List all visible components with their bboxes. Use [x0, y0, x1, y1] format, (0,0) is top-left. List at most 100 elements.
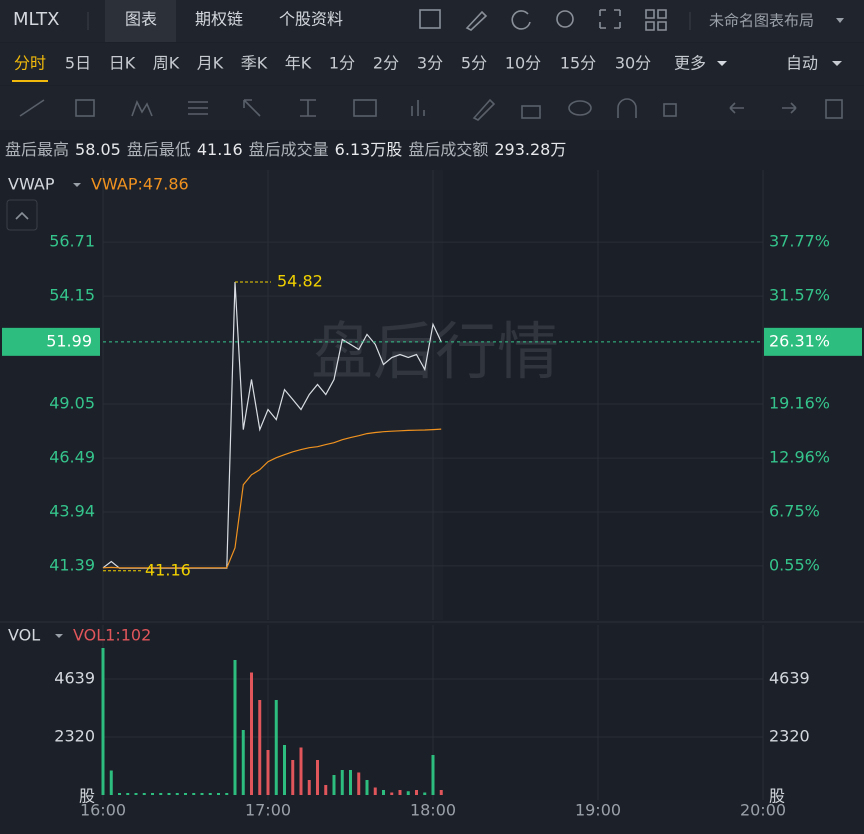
icon[interactable]: [465, 10, 488, 31]
x-tick-label: 17:00: [245, 801, 291, 820]
timeframe[interactable]: 日K: [109, 54, 136, 73]
tool-icon: [75, 99, 95, 117]
stat-value: 293.28万: [494, 140, 566, 159]
volume-bar: [299, 747, 303, 795]
volume-bar: [151, 793, 154, 795]
volume-bar: [101, 648, 105, 795]
stats-line: 盘后最高 58.05 盘后最低 41.16 盘后成交量 6.13万股 盘后成交额 293.28…: [5, 140, 566, 159]
icon[interactable]: [556, 10, 574, 28]
timeframe[interactable]: 1分: [329, 54, 355, 73]
low-label: 41.16: [145, 560, 191, 579]
legend-value: VWAP:47.86: [91, 175, 189, 194]
volume-bar: [250, 672, 253, 795]
timeframe[interactable]: 30分: [615, 54, 651, 73]
tool-icon: [825, 99, 843, 119]
tool-icon: [521, 105, 541, 119]
active-underline: [12, 80, 48, 82]
tool-icon: [729, 102, 744, 114]
y2-tick-label: 6.75%: [769, 502, 820, 521]
volume-bar: [439, 790, 443, 795]
y2-tick-label: 0.55%: [769, 555, 820, 574]
volume-bar: [283, 745, 286, 795]
timeframe[interactable]: 更多: [674, 54, 706, 73]
tool-icon: [353, 99, 377, 117]
last-price-label: 51.99: [46, 331, 92, 350]
y2-tick-label: 12.96%: [769, 447, 830, 466]
timeframe[interactable]: 3分: [417, 54, 443, 73]
stat-label: 盘后最高: [5, 140, 69, 159]
last-change-box: [764, 327, 862, 356]
last-price-box: [2, 327, 100, 356]
volume-bar: [373, 787, 377, 795]
y2-tick-label: 19.16%: [769, 394, 830, 413]
icon[interactable]: [645, 9, 667, 31]
volume-bar: [316, 760, 319, 795]
dropdown-arrow: [717, 61, 727, 66]
y-tick-label: 4639: [54, 669, 95, 688]
icon[interactable]: [511, 10, 531, 30]
y2-tick-label: 4639: [769, 669, 810, 688]
y-tick-label: 49.05: [49, 393, 95, 412]
y-tick-label: 43.94: [49, 501, 95, 520]
timeframe[interactable]: 月K: [197, 54, 224, 73]
x-tick-label: 20:00: [740, 801, 786, 820]
volume-bar: [415, 790, 418, 795]
collapse-button[interactable]: [6, 199, 38, 231]
timeframe[interactable]: 10分: [505, 54, 541, 73]
tool-icon: [300, 99, 316, 117]
volume-bar: [217, 793, 220, 795]
volume-bar: [241, 730, 245, 795]
volume-bar: [126, 793, 130, 795]
stat-label: 盘后成交量: [249, 140, 329, 159]
y2-tick-label: 37.77%: [769, 232, 830, 251]
volume-bar: [167, 793, 171, 795]
timeframe[interactable]: 5分: [461, 54, 487, 73]
unit-label: 股: [769, 787, 785, 806]
volume-bar: [340, 770, 344, 795]
volume-bar: [398, 790, 402, 795]
volume-bar: [307, 780, 311, 795]
legend-name: VOL: [8, 626, 40, 645]
timeframe[interactable]: 周K: [153, 54, 180, 73]
stat-value: 6.13万股: [335, 140, 403, 159]
volume-bar: [233, 660, 237, 795]
mode[interactable]: 自动: [786, 54, 818, 73]
tool-icon: [782, 102, 797, 114]
last-change-label: 26.31%: [769, 331, 830, 350]
session-shade: [103, 170, 443, 620]
x-tick-label: 16:00: [80, 801, 126, 820]
icon[interactable]: [599, 9, 621, 29]
collapse-icon: [15, 211, 29, 220]
timeframe[interactable]: 5日: [65, 54, 91, 73]
volume-bar: [423, 792, 427, 795]
tab[interactable]: 期权链: [195, 10, 243, 29]
plots: 41.39 43.94 46.49 49.05 54.15 56.71 0.55% 6.75%…: [2, 170, 862, 820]
timeframe[interactable]: 年K: [285, 54, 312, 73]
tool-icon: [568, 100, 592, 116]
volume-bar: [258, 700, 262, 795]
volume-bar: [274, 700, 278, 795]
legend-arrow: [73, 183, 81, 187]
legend-value: VOL1:102: [73, 626, 151, 645]
timeframe[interactable]: 15分: [560, 54, 596, 73]
unit-label: 股: [79, 787, 95, 806]
timeframe[interactable]: 季K: [241, 54, 268, 73]
layout-name[interactable]: 未命名图表布局: [709, 12, 814, 30]
volume-bar: [175, 793, 179, 795]
tab[interactable]: 图表: [125, 10, 157, 29]
volume-bar: [349, 770, 352, 795]
timeframe[interactable]: 2分: [373, 54, 399, 73]
symbol[interactable]: MLTX: [13, 9, 59, 30]
y-tick-label: 56.71: [49, 232, 95, 251]
tab[interactable]: 个股资料: [279, 10, 343, 29]
timeframe[interactable]: 分时: [14, 54, 46, 73]
stat-label: 盘后最低: [127, 140, 191, 159]
dropdown-arrow: [836, 18, 844, 23]
y-tick-label: 2320: [54, 727, 95, 746]
icon[interactable]: [419, 9, 441, 29]
y-tick-label: 46.49: [49, 448, 95, 467]
volume-bar: [118, 793, 121, 795]
volume-bar: [200, 793, 204, 795]
y2-tick-label: 2320: [769, 727, 810, 746]
